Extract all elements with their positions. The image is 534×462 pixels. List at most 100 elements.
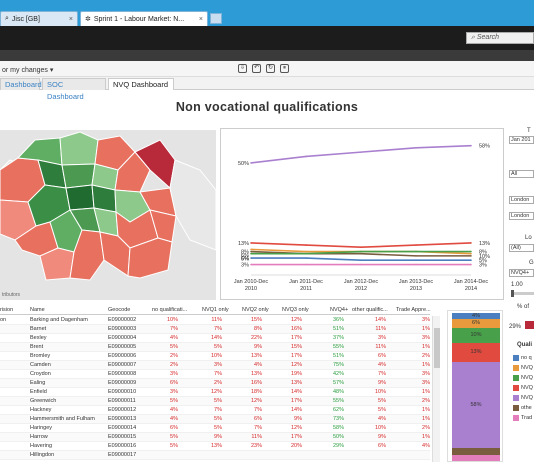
table-row[interactable]: Enfield E09000010 3% 12% 18% 14% 48% 10% 1% bbox=[0, 388, 430, 397]
table-row[interactable]: Croydon E09000008 3% 7% 13% 19% 42% 7% 3% bbox=[0, 370, 430, 379]
cell-value: 75% bbox=[332, 362, 344, 368]
scrollbar-thumb[interactable] bbox=[434, 328, 440, 368]
end-data-label: 10% bbox=[479, 254, 490, 260]
tab-soc-dashboard[interactable]: SOC Dashboard bbox=[42, 78, 106, 101]
legend-item[interactable]: NVQ bbox=[513, 374, 533, 381]
table-row[interactable]: Brent E09000005 5% 5% 9% 15% 55% 11% 1% bbox=[0, 343, 430, 352]
table-row[interactable]: Greenwich E09000011 5% 5% 12% 17% 55% 5% 2% bbox=[0, 397, 430, 406]
col-no-qual[interactable]: no qualificati... bbox=[152, 307, 188, 313]
series-point bbox=[470, 252, 472, 255]
cell-geocode: E09000013 bbox=[108, 416, 137, 422]
start-data-label: 6% bbox=[241, 256, 249, 262]
close-icon[interactable]: × bbox=[198, 15, 203, 23]
cell-value: 1% bbox=[422, 389, 430, 395]
pause-icon[interactable]: ⏸ bbox=[280, 64, 289, 73]
cell-name: Harrow bbox=[30, 434, 48, 440]
col-trade[interactable]: Trade Appre... bbox=[396, 307, 431, 313]
table-row[interactable]: Bromley E09000006 2% 10% 13% 17% 51% 6% 2% bbox=[0, 352, 430, 361]
table-row[interactable]: Barnet E09000003 7% 7% 8% 16% 51% 11% 1% bbox=[0, 325, 430, 334]
cell-value: 3% bbox=[170, 371, 178, 377]
stacked-bar-chart[interactable]: 4% 6% 10% 13% 58% bbox=[447, 310, 503, 462]
cell-value: 73% bbox=[332, 416, 344, 422]
stack-segment[interactable]: 58% bbox=[452, 361, 500, 448]
col-other[interactable]: other qualific... bbox=[352, 307, 388, 313]
table-row[interactable]: Camden E09000007 2% 3% 4% 12% 75% 4% 1% bbox=[0, 361, 430, 370]
browser-tab-jisc[interactable]: ⌕ Jisc [GB] × bbox=[0, 11, 78, 26]
table-row[interactable]: Hillingdon E09000017 bbox=[0, 451, 430, 460]
new-tab-button[interactable] bbox=[210, 13, 222, 24]
cell-geocode: E09000015 bbox=[108, 434, 137, 440]
all-paren-select[interactable]: (All) bbox=[509, 244, 534, 252]
series-point bbox=[415, 244, 417, 246]
table-row[interactable]: Hackney E09000012 4% 7% 7% 14% 62% 5% 1% bbox=[0, 406, 430, 415]
filter-label-lo: Lo bbox=[525, 235, 532, 241]
range-slider[interactable] bbox=[511, 290, 534, 297]
stack-segment[interactable]: 10% bbox=[452, 327, 500, 343]
table-row[interactable]: Hammersmith and Fulham E09000013 4% 5% 6% 9% 7… bbox=[0, 415, 430, 424]
tab-nvq-dashboard[interactable]: NVQ Dashboard bbox=[108, 78, 174, 90]
close-icon[interactable]: × bbox=[68, 15, 73, 23]
table-row[interactable]: Harrow E09000015 5% 9% 11% 17% 50% 9% 1% bbox=[0, 433, 430, 442]
tab-label: Sprint 1 - Labour Market: N... bbox=[93, 15, 185, 23]
start-data-label: 8% bbox=[241, 250, 249, 256]
cell-value: 7% bbox=[214, 407, 222, 413]
start-data-label: 5% bbox=[241, 257, 249, 263]
stack-segment[interactable]: 4% bbox=[452, 313, 500, 319]
cell-value: 10% bbox=[210, 353, 222, 359]
cell-value: 15% bbox=[250, 317, 262, 323]
col-geocode[interactable]: Geocode bbox=[108, 307, 131, 313]
legend-item[interactable]: Trad bbox=[513, 414, 532, 421]
stack-segment[interactable]: 6% bbox=[452, 318, 500, 328]
col-nvq2[interactable]: NVQ2 only bbox=[242, 307, 269, 313]
cell-value: 23% bbox=[250, 443, 262, 449]
tab-dashboard[interactable]: Dashboard bbox=[0, 78, 42, 90]
refresh-icon[interactable]: ↻ bbox=[266, 64, 275, 73]
table-row[interactable]: Bexley E09000004 4% 14% 22% 17% 37% 3% 3% bbox=[0, 334, 430, 343]
cell-value: 55% bbox=[332, 398, 344, 404]
col-nvq3[interactable]: NVQ3 only bbox=[282, 307, 309, 313]
region-select[interactable]: London bbox=[509, 196, 534, 204]
table-row[interactable]: Ealing E09000009 6% 2% 16% 13% 57% 9% 3% bbox=[0, 379, 430, 388]
cell-value: 15% bbox=[290, 344, 302, 350]
browser-tab-sprint[interactable]: ✲ Sprint 1 - Labour Market: N... × bbox=[80, 11, 208, 26]
series-line-0 bbox=[250, 144, 472, 164]
col-nvq1[interactable]: NVQ1 only bbox=[202, 307, 229, 313]
cell-value: 5% bbox=[170, 434, 178, 440]
table-row[interactable]: on Barking and Dagenham E09000002 10% 11% 15%… bbox=[0, 316, 430, 325]
search-placeholder: Search bbox=[476, 34, 500, 41]
stack-segment[interactable] bbox=[452, 455, 500, 461]
all-select[interactable]: All bbox=[509, 170, 534, 178]
borough-map[interactable]: tributors bbox=[0, 130, 217, 300]
legend-item[interactable]: no q bbox=[513, 354, 532, 361]
legend-item[interactable]: NVQ bbox=[513, 394, 533, 401]
legend-item[interactable]: NVQ bbox=[513, 364, 533, 371]
slider-handle[interactable] bbox=[511, 290, 514, 297]
col-name[interactable]: Name bbox=[30, 307, 45, 313]
undo-icon[interactable]: ↶ bbox=[252, 64, 261, 73]
table-row[interactable]: Havering E09000016 5% 13% 23% 20% 29% 6% 4% bbox=[0, 442, 430, 451]
legend-item[interactable]: othe bbox=[513, 404, 532, 411]
legend-item[interactable]: NVQ bbox=[513, 384, 533, 391]
cell-value: 13% bbox=[250, 371, 262, 377]
search-input[interactable]: ⌕ Search bbox=[466, 32, 534, 44]
area-select[interactable]: London bbox=[509, 212, 534, 220]
series-point bbox=[470, 144, 472, 147]
cell-value: 12% bbox=[290, 425, 302, 431]
cell-geocode: E09000003 bbox=[108, 326, 137, 332]
col-region[interactable]: rision bbox=[0, 307, 14, 313]
line-chart[interactable]: 50% 58% 13% 13% 10% 8% 6% 5% 3% 3% 8% 6% 5% Jan 2010-… bbox=[220, 128, 504, 300]
stack-segment[interactable]: 13% bbox=[452, 342, 500, 362]
pct-bar bbox=[525, 321, 534, 329]
table-row[interactable]: Haringey E09000014 6% 5% 7% 12% 58% 10% 2% bbox=[0, 424, 430, 433]
date-from-select[interactable]: Jan 201 bbox=[509, 136, 534, 144]
cell-name: Hillingdon bbox=[30, 452, 55, 458]
cell-value: 42% bbox=[332, 371, 344, 377]
cell-value: 16% bbox=[290, 326, 302, 332]
nvq-select[interactable]: NVQ4+ bbox=[509, 269, 534, 277]
stack-segment[interactable] bbox=[452, 447, 500, 456]
col-nvq4[interactable]: NVQ4+ bbox=[330, 307, 349, 313]
changes-dropdown[interactable]: or my changes ▾ bbox=[2, 67, 54, 74]
legend-swatch bbox=[513, 394, 519, 401]
download-icon[interactable]: ⇩ bbox=[238, 64, 247, 73]
table-scrollbar[interactable] bbox=[432, 316, 440, 462]
